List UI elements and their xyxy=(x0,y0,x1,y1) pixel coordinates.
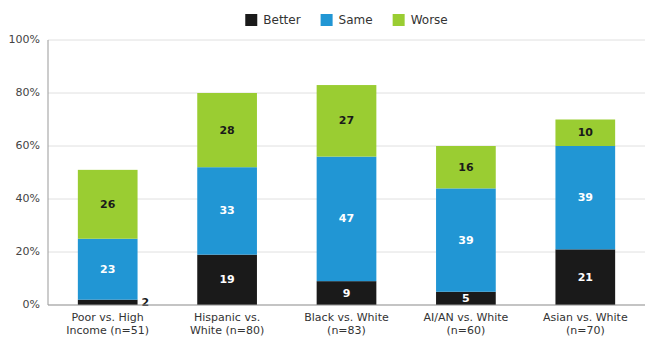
data-label: 28 xyxy=(219,124,234,137)
data-label: 33 xyxy=(219,204,234,217)
data-label: 16 xyxy=(458,161,474,174)
y-tick-label: 40% xyxy=(16,192,40,205)
y-tick-label: 80% xyxy=(16,86,40,99)
x-tick-label-line: White (n=80) xyxy=(190,324,264,337)
legend: Better Same Worse xyxy=(245,13,447,27)
bar-segment xyxy=(436,188,496,291)
legend-item: Worse xyxy=(393,13,448,27)
data-label: 5 xyxy=(462,292,470,305)
bars xyxy=(78,85,615,305)
bar-segment xyxy=(78,170,138,239)
bar-segment xyxy=(317,157,377,282)
data-label: 9 xyxy=(343,287,351,300)
bar-segment xyxy=(436,292,496,305)
x-tick-label-line: (n=70) xyxy=(566,324,605,337)
data-labels: 2 19 9 5 21 23 33 47 39 39 26 28 27 16 10 xyxy=(100,114,593,309)
data-label: 39 xyxy=(458,234,473,247)
legend-label: Better xyxy=(263,13,300,27)
data-label: 2 xyxy=(142,296,150,309)
y-tick-label: 20% xyxy=(16,245,40,258)
bar-segment xyxy=(555,120,615,147)
data-label: 39 xyxy=(578,191,593,204)
bar-segment xyxy=(197,93,257,167)
bar-segment xyxy=(197,255,257,305)
bar-segment xyxy=(317,85,377,157)
data-label: 47 xyxy=(339,212,354,225)
legend-label: Same xyxy=(339,13,373,27)
data-label: 21 xyxy=(578,271,593,284)
bar-segment xyxy=(197,167,257,254)
legend-swatch xyxy=(393,14,405,26)
legend-swatch xyxy=(245,14,257,26)
x-axis: Poor vs. HighIncome (n=51) Hispanic vs.Wh… xyxy=(48,40,645,337)
bar-segment xyxy=(78,300,138,305)
x-tick-label-line: Poor vs. High xyxy=(72,311,144,324)
data-label: 27 xyxy=(339,114,354,127)
chart: 0%20%40%60%80%100%2199521233347393926282… xyxy=(0,0,660,351)
x-tick-label-line: Asian vs. White xyxy=(543,311,628,324)
x-tick-label-line: Income (n=51) xyxy=(66,324,149,337)
x-tick-label: Black vs. White(n=83) xyxy=(304,311,389,337)
bar-segment xyxy=(555,249,615,305)
x-tick-label-line: (n=60) xyxy=(447,324,486,337)
grid-line xyxy=(48,305,645,306)
y-tick-label: 100% xyxy=(9,33,40,46)
data-label: 19 xyxy=(219,273,234,286)
x-tick-label: Asian vs. White(n=70) xyxy=(543,311,628,337)
data-label: 23 xyxy=(100,263,115,276)
bar-segment xyxy=(317,281,377,305)
y-tick-label: 0% xyxy=(23,298,40,311)
bar-segment xyxy=(78,239,138,300)
bar-segment xyxy=(555,146,615,249)
grid xyxy=(48,40,645,305)
legend-swatch xyxy=(321,14,333,26)
grid-line xyxy=(48,40,645,41)
legend-item: Better xyxy=(245,13,300,27)
y-tick-label: 60% xyxy=(16,139,40,152)
x-tick-label-line: (n=83) xyxy=(327,324,366,337)
legend-item: Same xyxy=(321,13,373,27)
x-tick-label: AI/AN vs. White(n=60) xyxy=(423,311,508,337)
x-tick-label: Hispanic vs.White (n=80) xyxy=(190,311,264,337)
data-label: 26 xyxy=(100,198,116,211)
x-tick-label-line: Black vs. White xyxy=(304,311,389,324)
x-tick-label: Poor vs. HighIncome (n=51) xyxy=(66,311,149,337)
y-axis: 0% 20% 40% 60% 80% 100% xyxy=(9,33,40,311)
x-axis-line xyxy=(48,305,645,306)
x-tick-label-line: AI/AN vs. White xyxy=(423,311,508,324)
data-label: 10 xyxy=(578,126,594,139)
y-axis-line xyxy=(48,40,49,305)
bar-segment xyxy=(436,146,496,188)
x-tick-label-line: Hispanic vs. xyxy=(194,311,260,324)
legend-label: Worse xyxy=(411,13,448,27)
